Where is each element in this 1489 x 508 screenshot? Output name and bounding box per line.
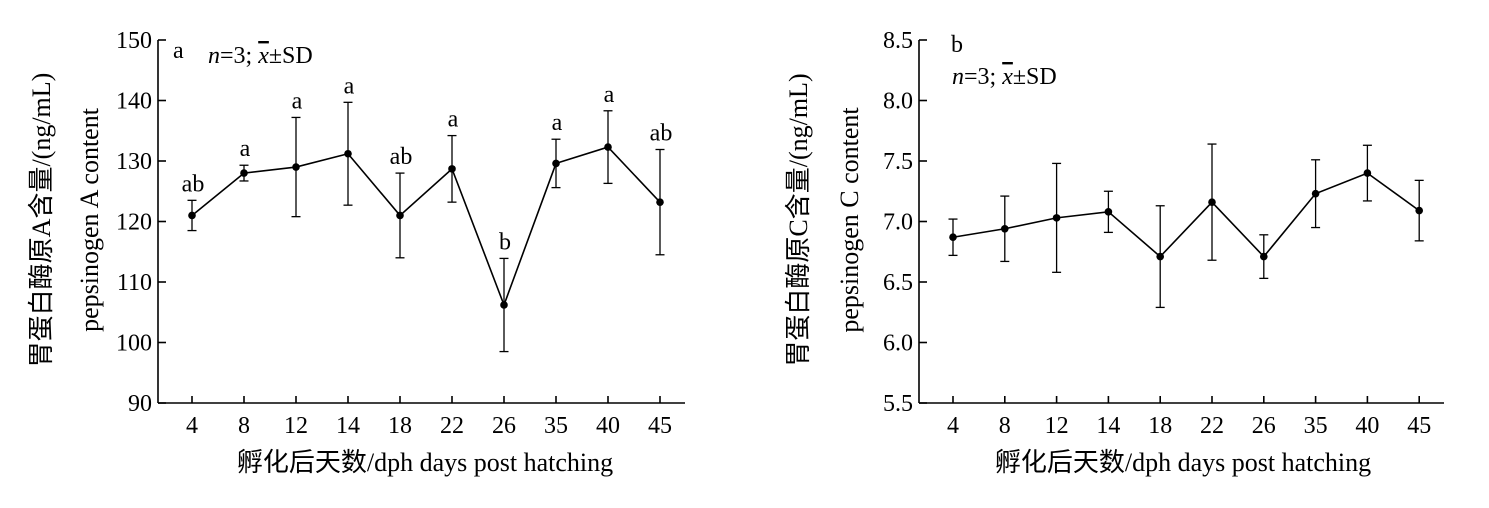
panel-a-sample-annotation: n=3; x±SD	[208, 43, 313, 69]
panel-a-y-tick-label: 100	[116, 331, 152, 357]
panel-b-data-point	[1052, 214, 1061, 222]
panel-a-significance-letter: ab	[182, 171, 205, 197]
panel-b-y-tick-label: 6.5	[883, 270, 913, 296]
panel-a-y-tick-label: 140	[116, 89, 152, 115]
panel-a-y-tick-label: 150	[116, 28, 152, 54]
panel-b-x-tick-label: 45	[1407, 413, 1431, 439]
panel-b-y-tick-label: 6.0	[883, 331, 913, 357]
panel-b-data-point	[1001, 224, 1009, 233]
panel-b-data-point	[1208, 198, 1216, 206]
panel-b-x-tick-label: 18	[1148, 413, 1172, 439]
panel-a-significance-letter: ab	[650, 121, 673, 147]
panel-b-x-tick-label: 4	[947, 413, 959, 439]
panel-b-annot-xbar: x	[1001, 64, 1013, 90]
panel-a-x-tick-label: 26	[492, 413, 516, 439]
panel-a-significance-letter: a	[448, 107, 459, 133]
panel-b-x-tick-label: 22	[1200, 413, 1224, 439]
panel-a-chart: a n=3; x±SD 胃蛋白酶原A含量/(ng/mL) pepsinogen …	[27, 28, 685, 477]
panel-b-y-axis-title-en: pepsinogen C content	[835, 107, 864, 333]
panel-a-data-point	[656, 198, 664, 206]
panel-a-y-tick-label: 90	[128, 391, 152, 417]
panel-b-data-point	[949, 233, 957, 242]
panel-b-annot-sd: ±SD	[1013, 64, 1057, 90]
panel-a-significance-letter: a	[344, 73, 355, 99]
panel-a-annot-xbar: x	[257, 43, 269, 69]
panel-a-significance-letter: a	[292, 88, 303, 114]
panel-a-x-tick-label: 4	[186, 413, 198, 439]
panel-a-data-point	[448, 165, 456, 173]
panel-a-annot-sd: ±SD	[269, 43, 313, 69]
panel-a-data-point	[188, 211, 196, 220]
panel-b-label: b	[951, 32, 963, 58]
panel-a-data-point	[500, 301, 508, 309]
panel-a-data-point	[552, 159, 560, 168]
panel-a-x-tick-label: 45	[648, 413, 672, 439]
panel-a-data-point	[240, 169, 248, 177]
panel-b-x-tick-label: 12	[1045, 413, 1069, 439]
panel-a-y-axis-title-en: pepsinogen A content	[75, 107, 104, 332]
panel-b-y-tick-label: 8.0	[883, 89, 913, 115]
panel-b-data-point	[1104, 208, 1113, 216]
panel-a-x-tick-label: 35	[544, 413, 568, 439]
panel-b-x-axis-title: 孵化后天数/dph days post hatching	[995, 448, 1371, 477]
panel-a-significance-letter: a	[552, 110, 563, 136]
panel-a-series-line	[191, 146, 661, 308]
panel-b-data-point	[1156, 252, 1164, 261]
panel-b-x-tick-label: 8	[999, 413, 1011, 439]
panel-a-x-tick-label: 22	[440, 413, 464, 439]
panel-b-annot-n: n	[952, 64, 964, 90]
panel-b-data-point	[1260, 252, 1268, 261]
panel-a-label: a	[173, 38, 184, 64]
panel-a-x-tick-label: 14	[336, 413, 360, 439]
panel-a-data-point	[344, 149, 352, 158]
panel-b-y-axis-title-cn: 胃蛋白酶原C含量/(ng/mL)	[784, 73, 813, 366]
panel-a-x-tick-label: 12	[284, 413, 308, 439]
panel-b-y-tick-label: 7.0	[883, 210, 913, 236]
panel-a-significance-letter: ab	[390, 144, 413, 170]
panel-a-x-tick-label: 40	[596, 413, 620, 439]
panel-b-x-tick-label: 26	[1252, 413, 1276, 439]
panel-b-sample-annotation: n=3; x±SD	[952, 64, 1057, 90]
panel-a-x-axis-title: 孵化后天数/dph days post hatching	[237, 448, 613, 477]
panel-a-y-tick-label: 120	[116, 210, 152, 236]
panel-a-data-point	[292, 163, 300, 171]
panel-a-annot-rest: =3;	[220, 43, 258, 69]
panel-b-chart: b n=3; x±SD 胃蛋白酶原C含量/(ng/mL) pepsinogen …	[784, 28, 1444, 477]
panel-b-x-tick-label: 14	[1096, 413, 1120, 439]
panel-a-significance-letter: b	[499, 229, 511, 255]
panel-a-y-tick-label: 110	[117, 270, 152, 296]
panel-a-annot-n: n	[208, 43, 220, 69]
panel-b-data-point	[1363, 169, 1372, 177]
panel-b-series-line	[952, 172, 1420, 258]
panel-a-x-tick-label: 18	[388, 413, 412, 439]
panel-b-marks: 5.5 6.0 6.5 7.0 7.5 8.0 8.5 4 8 12 14 18 22 26 35 40 45	[883, 28, 1444, 439]
panel-a-significance-letter: a	[240, 136, 251, 162]
panel-b-data-point	[1415, 206, 1423, 215]
panel-a-y-tick-label: 130	[116, 149, 152, 175]
panel-b-x-tick-label: 40	[1355, 413, 1379, 439]
panel-a-significance-letter: a	[604, 82, 615, 108]
panel-b-y-tick-label: 7.5	[883, 149, 913, 175]
panel-b-x-tick-label: 35	[1304, 413, 1328, 439]
panel-a-y-axis-title-cn: 胃蛋白酶原A含量/(ng/mL)	[27, 73, 56, 368]
panel-b-annot-rest: =3;	[964, 64, 1002, 90]
panel-a-data-point	[604, 143, 612, 151]
panel-a-x-tick-label: 8	[238, 413, 250, 439]
panel-b-y-tick-label: 5.5	[883, 391, 913, 417]
panel-b-data-point	[1311, 189, 1320, 198]
panel-b-y-tick-label: 8.5	[883, 28, 913, 54]
panel-a-data-point	[396, 211, 404, 220]
